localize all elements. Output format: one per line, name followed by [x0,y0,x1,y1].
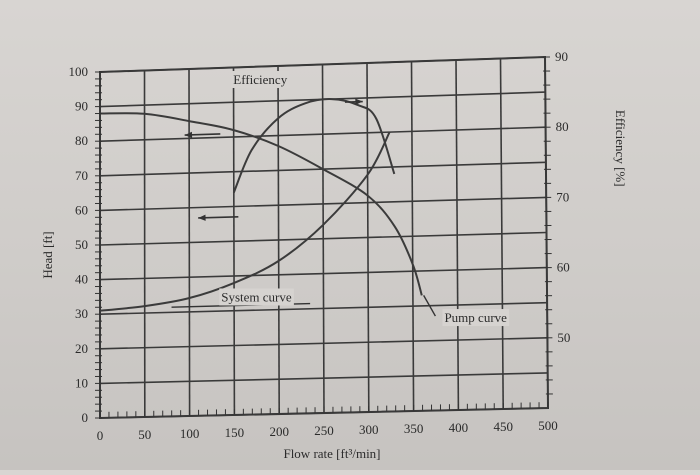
x-tick-label: 150 [225,425,245,440]
x-tick-label: 450 [493,419,513,434]
y-tick-label: 30 [75,306,88,321]
y-tick-label: 20 [75,341,88,356]
x-tick-label: 100 [180,426,200,441]
y-tick-label: 80 [75,133,88,148]
x-tick-label: 350 [404,421,424,436]
pump-curve-line [100,113,422,295]
y-tick-label: 70 [75,168,88,183]
y-tick-label: 90 [75,99,88,114]
x-tick-label: 300 [359,422,379,437]
y2-tick-label: 70 [556,189,569,204]
x-tick-label: 50 [138,427,151,442]
y-tick-label: 100 [69,64,89,79]
pump-curve-annotation: Pump curve [444,310,507,325]
system-curve-annotation: System curve [221,289,292,304]
x-tick-label: 400 [449,420,469,435]
x-tick-label: 0 [97,428,104,443]
y-tick-label: 10 [75,375,88,390]
y2-axis-title: Efficiency [%] [613,110,628,187]
efficiency-line [234,99,394,193]
y-tick-label: 60 [75,202,88,217]
y2-tick-label: 50 [557,330,570,345]
x-tick-label: 250 [314,423,334,438]
y2-tick-label: 60 [557,260,570,275]
x-tick-label: 200 [269,424,289,439]
x-axis-title: Flow rate [ft³/min] [283,446,380,461]
y-tick-label: 0 [82,410,89,425]
x-tick-label: 500 [538,418,558,433]
efficiency-arrow-head [355,99,362,105]
y-tick-label: 40 [75,272,88,287]
efficiency-annotation: Efficiency [233,72,287,87]
y-tick-label: 50 [75,237,88,252]
system-arrow-head [198,215,205,221]
y-axis-title: Head [ft] [40,231,55,278]
system-curve-line [100,132,390,311]
y2-tick-label: 90 [555,49,568,64]
y2-tick-label: 80 [556,119,569,134]
